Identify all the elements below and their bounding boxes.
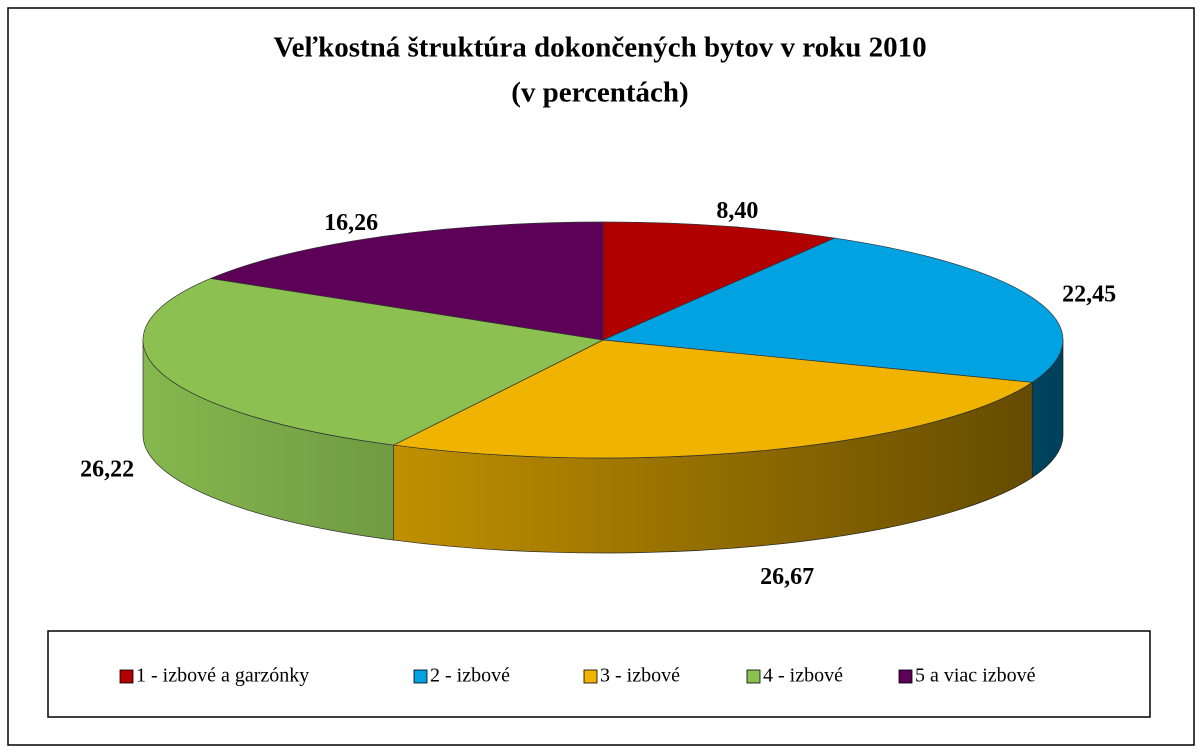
legend-label: 4 - izbové bbox=[763, 665, 843, 687]
data-label: 8,40 bbox=[716, 198, 758, 224]
legend-label: 2 - izbové bbox=[430, 665, 510, 687]
slice-side-shade bbox=[393, 382, 1033, 553]
data-label: 26,22 bbox=[80, 456, 134, 482]
slice bbox=[142, 278, 605, 446]
slice bbox=[602, 221, 836, 341]
chart-subtitle: (v percentách) bbox=[511, 77, 688, 109]
legend-swatch bbox=[746, 669, 761, 684]
slice-side-shade bbox=[143, 340, 394, 541]
legend-box bbox=[47, 630, 1151, 718]
slice bbox=[601, 237, 1064, 383]
legend-swatch bbox=[898, 669, 913, 684]
legend-label: 3 - izbové bbox=[600, 665, 680, 687]
data-label: 16,26 bbox=[324, 210, 378, 236]
legend-label: 5 a viac izbové bbox=[915, 665, 1036, 687]
legend-swatch bbox=[413, 669, 428, 684]
chart-title: Veľkostná štruktúra dokončených bytov v … bbox=[273, 32, 926, 64]
slice bbox=[392, 339, 1034, 459]
slice bbox=[209, 221, 604, 341]
slice-side-shade bbox=[1032, 340, 1063, 478]
legend-swatch bbox=[119, 669, 134, 684]
legend-swatch bbox=[583, 669, 598, 684]
data-label: 22,45 bbox=[1062, 282, 1116, 308]
legend-label: 1 - izbové a garzónky bbox=[136, 665, 309, 687]
data-label: 26,67 bbox=[760, 564, 814, 590]
